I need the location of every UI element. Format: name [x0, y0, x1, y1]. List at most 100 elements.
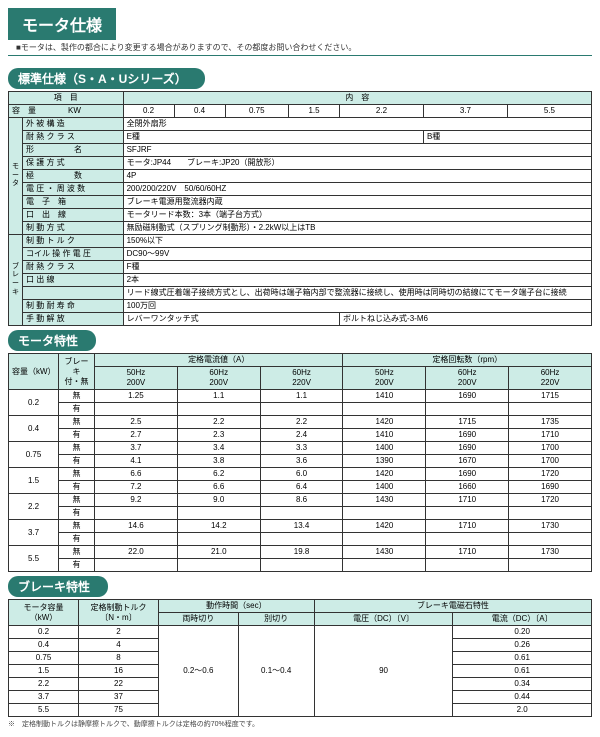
val-cell [177, 403, 260, 416]
val-cell [426, 507, 509, 520]
amp-cell: 2.0 [453, 704, 592, 717]
val-cell: 4.1 [95, 455, 178, 468]
brake-no: 無 [59, 442, 95, 455]
torque-cell: 22 [79, 678, 159, 691]
row-label: 耐 熱 ク ラ ス [23, 261, 124, 274]
val-cell: 2.3 [177, 429, 260, 442]
val-cell: 1715 [426, 416, 509, 429]
row-label [23, 287, 124, 300]
val-cell: 2.5 [95, 416, 178, 429]
row-val: 100万回 [123, 300, 591, 313]
val-cell: 2.2 [177, 416, 260, 429]
row-val: 無励磁制動式（スプリング制動形）・2.2kW以上はTB [123, 222, 591, 235]
row-val: F種 [123, 261, 591, 274]
val-cell: 1410 [343, 429, 426, 442]
val-cell: 3.8 [177, 455, 260, 468]
row-label: 制 動 ト ル ク [23, 235, 124, 248]
brake-yes: 有 [59, 559, 95, 572]
row-val: レバーワンタッチ式 [123, 313, 339, 326]
row-label: 保 護 方 式 [23, 157, 124, 170]
subhdr: 電圧（DC）〔V〕 [314, 613, 453, 626]
val-cell [260, 507, 343, 520]
row-val: 4P [123, 170, 591, 183]
subhdr: 60Hz 220V [260, 367, 343, 390]
row-val: E種 [123, 131, 423, 144]
cap-cell: 5.5 [9, 546, 59, 572]
val-cell [177, 559, 260, 572]
val-cell: 22.0 [95, 546, 178, 559]
val-cell: 3.7 [95, 442, 178, 455]
val-cell: 1.1 [260, 390, 343, 403]
row-label: 耐 熱 ク ラ ス [23, 131, 124, 144]
val-cell: 21.0 [177, 546, 260, 559]
torque-cell: 4 [79, 639, 159, 652]
cap-cell: 1.5 [9, 665, 79, 678]
page-title: モータ仕様 [8, 8, 116, 40]
val-cell: 1720 [509, 494, 592, 507]
row-label: 電 子 箱 [23, 196, 124, 209]
val-cell: 6.6 [177, 481, 260, 494]
brake-yes: 有 [59, 481, 95, 494]
val-cell [95, 403, 178, 416]
volt: 90 [314, 626, 453, 717]
val-cell [509, 403, 592, 416]
row-label: 制 動 方 式 [23, 222, 124, 235]
row-val: B種 [423, 131, 591, 144]
row-label: 口 出 線 [23, 274, 124, 287]
val-cell: 2.7 [95, 429, 178, 442]
section1-title: 標準仕様（S・A・Uシリーズ） [8, 68, 205, 89]
row-label: 形 名 [23, 144, 124, 157]
val-cell [95, 533, 178, 546]
torque-cell: 37 [79, 691, 159, 704]
hdr: モータ容量（kW） [9, 600, 79, 626]
val-cell: 1410 [343, 390, 426, 403]
amp-cell: 0.20 [453, 626, 592, 639]
hdr: 定格制動トルク 〔N・m〕 [79, 600, 159, 626]
row-val: モータリード本数：3本（端子台方式） [123, 209, 591, 222]
val-cell [95, 559, 178, 572]
time-same: 0.2～0.6 [159, 626, 239, 717]
val-cell [260, 533, 343, 546]
section2-title: モータ特性 [8, 330, 96, 351]
torque-cell: 8 [79, 652, 159, 665]
time-sep: 0.1～0.4 [238, 626, 314, 717]
divider [8, 55, 592, 56]
row-val: 150%以下 [123, 235, 591, 248]
val-cell: 1735 [509, 416, 592, 429]
subhdr: 50Hz 200V [95, 367, 178, 390]
torque-cell: 16 [79, 665, 159, 678]
row-label: 口 出 線 [23, 209, 124, 222]
val-cell: 6.6 [95, 468, 178, 481]
cap-cell: 1.5 [9, 468, 59, 494]
cap-cell: 0.75 [9, 652, 79, 665]
cap-v: 2.2 [340, 105, 424, 118]
side-brake: ブレーキ [9, 235, 23, 326]
val-cell: 1420 [343, 468, 426, 481]
cap-v: 0.4 [174, 105, 225, 118]
brake-yes: 有 [59, 429, 95, 442]
val-cell: 1690 [426, 429, 509, 442]
motor-char-table: 容量（kW） ブレーキ 付・無 定格電流値（A） 定格回転数（rpm） 50Hz… [8, 353, 592, 572]
hdr: ブレーキ電磁石特性 [314, 600, 591, 613]
val-cell: 1390 [343, 455, 426, 468]
val-cell: 3.3 [260, 442, 343, 455]
amp-cell: 0.34 [453, 678, 592, 691]
hdr-cap: 容量（kW） [9, 354, 59, 390]
brake-yes: 有 [59, 507, 95, 520]
val-cell: 1690 [426, 390, 509, 403]
cap-cell: 2.2 [9, 678, 79, 691]
cap-v: 5.5 [507, 105, 591, 118]
val-cell: 7.2 [95, 481, 178, 494]
val-cell: 1420 [343, 416, 426, 429]
torque-cell: 75 [79, 704, 159, 717]
val-cell [509, 559, 592, 572]
brake-no: 無 [59, 468, 95, 481]
val-cell [343, 403, 426, 416]
val-cell: 2.2 [260, 416, 343, 429]
val-cell [426, 559, 509, 572]
val-cell: 1720 [509, 468, 592, 481]
val-cell [343, 559, 426, 572]
val-cell [177, 533, 260, 546]
val-cell: 1400 [343, 481, 426, 494]
hdr-current: 定格電流値（A） [95, 354, 343, 367]
